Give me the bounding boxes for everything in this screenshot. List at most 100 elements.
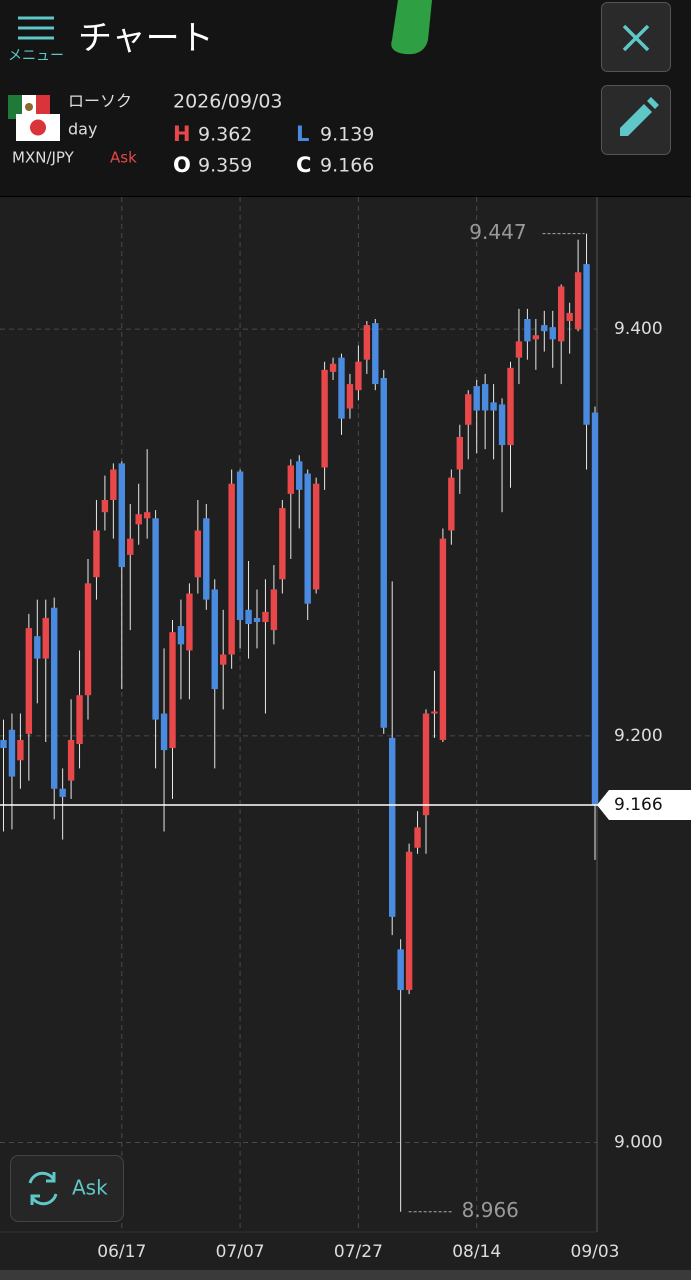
x-tick-label: 08/14 [452, 1242, 501, 1262]
candle-body [177, 626, 185, 645]
button-frame [10, 1155, 124, 1222]
candle-body [93, 530, 100, 578]
candle-body [211, 589, 218, 690]
candle-body [397, 949, 404, 991]
candle-body [42, 617, 49, 659]
candle-body [355, 361, 362, 391]
flag-mx [25, 103, 33, 111]
candle-body [270, 589, 278, 631]
date: 2026/09/03 [173, 91, 283, 113]
candle-body [0, 739, 7, 749]
price-side: Ask [110, 149, 137, 167]
flag-mx [36, 95, 50, 119]
edit-icon [620, 97, 659, 136]
candle-body [431, 711, 438, 714]
x-tick-label: 07/27 [334, 1242, 383, 1262]
ohlc-letter: O [173, 153, 191, 177]
close-button[interactable] [601, 2, 671, 72]
candle-body [465, 394, 472, 425]
candle-body [143, 512, 151, 519]
candle-body [363, 325, 371, 360]
candle-body [152, 518, 159, 720]
candle-body [481, 384, 489, 411]
x-tick-label: 07/07 [216, 1242, 265, 1262]
candle-body [346, 384, 354, 409]
candle-body [532, 335, 540, 340]
header-bg [0, 0, 691, 196]
candle-body [194, 530, 202, 578]
candle-body [380, 377, 387, 728]
candle-body [591, 412, 599, 806]
currency-flags [8, 95, 60, 141]
x-tick-label: 06/17 [97, 1242, 146, 1262]
chart-style: ローソク [68, 92, 132, 111]
candle-body [67, 739, 75, 781]
candle-body [51, 607, 58, 789]
high-label: 9.447 [469, 220, 526, 244]
flag-mx [8, 95, 22, 119]
candle-body [110, 469, 117, 500]
page-title: チャート [78, 19, 214, 59]
ohlc-value: 9.166 [320, 155, 374, 177]
flag-jp [30, 119, 46, 136]
ohlc-letter: H [173, 122, 191, 146]
y-tick-label: 9.200 [614, 726, 663, 746]
overlay: Ask 9.166 [0, 790, 691, 1222]
candle-body [203, 518, 210, 600]
candle-body [160, 713, 168, 751]
candle-body [456, 436, 463, 470]
candle-body [228, 483, 235, 655]
side-toggle-button[interactable]: Ask [10, 1155, 124, 1222]
candle-body [448, 477, 455, 531]
candle-body [389, 737, 396, 917]
low-label: 8.966 [462, 1198, 519, 1222]
candle-body [8, 729, 16, 777]
bottom-bar [0, 1270, 691, 1280]
candle-body [338, 357, 345, 419]
candle-body [101, 499, 109, 513]
candle-body [414, 827, 421, 848]
ohlc-value: 9.359 [198, 155, 252, 177]
candle-body [566, 312, 573, 322]
candle-body [321, 369, 328, 468]
candle-body [84, 583, 92, 696]
ohlc-value: 9.362 [198, 124, 252, 146]
menu-button[interactable]: メニュー [8, 16, 64, 64]
y-tick-label: 9.400 [614, 319, 663, 339]
candle-body [76, 695, 83, 745]
candle-body [549, 327, 556, 340]
candle-body [515, 341, 523, 358]
last-price-tag [597, 790, 691, 821]
candle-body [169, 632, 176, 749]
candle-body [127, 538, 134, 555]
candle-body [498, 404, 506, 446]
close-icon [622, 24, 650, 52]
candle-body [405, 851, 413, 991]
candle-body [236, 471, 244, 620]
candle-body [507, 367, 514, 446]
candle-body [262, 611, 269, 622]
candle-body [279, 508, 286, 580]
candle-body [17, 739, 24, 761]
y-tick-label: 9.000 [614, 1133, 663, 1153]
candle-body [296, 461, 303, 490]
edit-button[interactable] [601, 85, 671, 155]
candle-body [574, 272, 582, 330]
candle-body [34, 636, 41, 659]
ohlc-letter: L [296, 122, 309, 146]
symbol: MXN/JPY [12, 149, 75, 167]
x-tick-label: 09/03 [571, 1242, 620, 1262]
candle-body [422, 713, 430, 816]
ohlc-value: 9.139 [320, 124, 374, 146]
candle-body [329, 363, 337, 372]
candle-body [220, 654, 227, 665]
candle-body [490, 402, 497, 411]
decoration [391, 0, 432, 55]
candle-body [473, 386, 480, 411]
candle-body [439, 538, 447, 740]
candle-body [135, 514, 142, 525]
button-label: Ask [72, 1176, 108, 1200]
chart-bg [0, 197, 691, 1270]
candle-body [558, 286, 565, 342]
